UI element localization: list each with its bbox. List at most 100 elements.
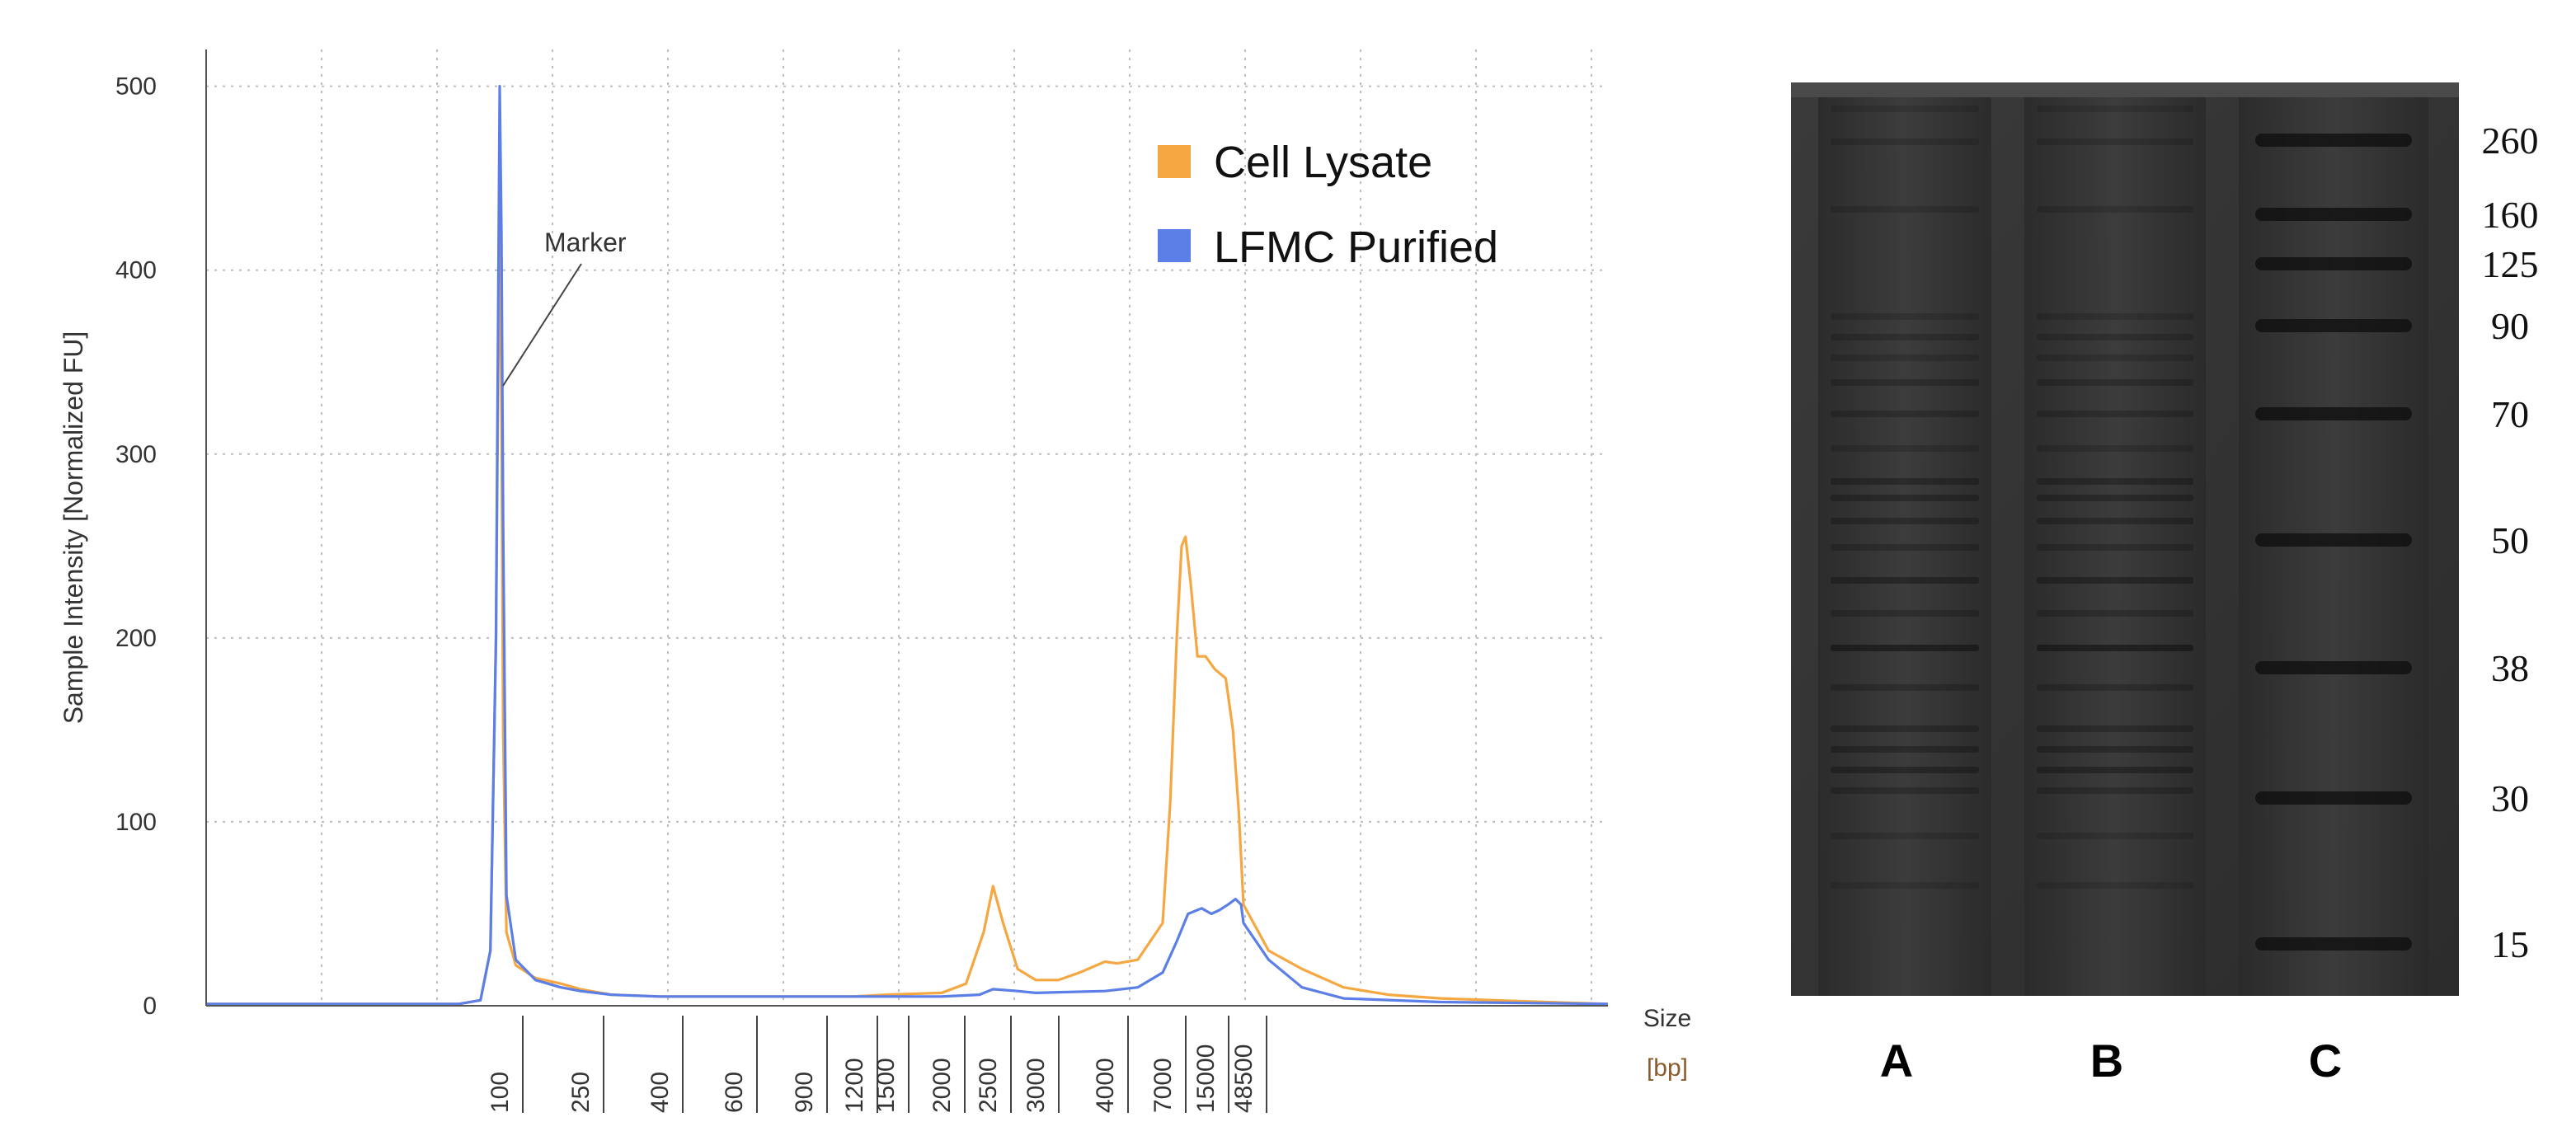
- gel-size-label-90: 90: [2491, 305, 2529, 347]
- ladder-band-260: [2255, 134, 2412, 147]
- x-tick-separators: [522, 1016, 1267, 1113]
- gel-size-label-160: 160: [2482, 194, 2539, 236]
- x-tick-label-1200: 1200: [841, 1058, 868, 1113]
- marker-annotation: Marker: [544, 228, 627, 257]
- gel-band: [1831, 610, 1979, 617]
- gel-band: [2037, 577, 2193, 584]
- gel-lanes: [1818, 97, 2428, 996]
- x-tick-label-2500: 2500: [975, 1058, 1002, 1113]
- gel-size-label-30: 30: [2491, 777, 2529, 819]
- gel-lane-B: [2024, 97, 2206, 996]
- legend-swatch-lfmc-purified: [1158, 229, 1191, 262]
- gel-size-label-125: 125: [2482, 243, 2539, 285]
- gel-band: [1831, 138, 1979, 145]
- gridlines: [206, 49, 1608, 1006]
- x-tick-labels: 100 250 400 600 900 1200 1500 2000 2500 3000 4000 7…: [487, 1044, 1257, 1113]
- legend-swatch-cell-lysate: [1158, 145, 1191, 178]
- series-line-cell-lysate: [206, 195, 1609, 1006]
- gel-band: [1831, 106, 1979, 112]
- gel-band: [1831, 334, 1979, 340]
- gel-band: [2037, 478, 2193, 485]
- y-tick-label-0: 0: [143, 993, 157, 1020]
- y-tick-label-100: 100: [115, 809, 157, 836]
- gel-band: [1831, 746, 1979, 753]
- gel-top-strip: [1791, 82, 2459, 97]
- gel-band: [2037, 334, 2193, 340]
- gel-band: [2037, 106, 2193, 112]
- series-layer: [206, 85, 1609, 1006]
- series-line-lfmc-purified: [206, 85, 1609, 1006]
- gel-image: 260 160 125 90 70 50 38 30 15 A B C: [1791, 82, 2539, 1087]
- gel-band: [1831, 645, 1979, 651]
- gel-size-label-38: 38: [2491, 647, 2529, 689]
- gel-band: [2037, 138, 2193, 145]
- x-tick-label-2000: 2000: [928, 1058, 956, 1113]
- gel-lane-label-A: A: [1880, 1035, 1913, 1087]
- gel-lane-label-C: C: [2309, 1035, 2342, 1087]
- gel-band: [1831, 313, 1979, 320]
- gel-band: [1831, 478, 1979, 485]
- y-axis-title: Sample Intensity [Normalized FU]: [59, 331, 88, 725]
- legend-label-cell-lysate: Cell Lysate: [1214, 138, 1432, 187]
- gel-band: [2037, 206, 2193, 213]
- gel-lane-A: [1818, 97, 1991, 996]
- gel-band: [2037, 610, 2193, 617]
- gel-band: [1831, 518, 1979, 524]
- gel-band: [2037, 495, 2193, 501]
- legend: Cell Lysate LFMC Purified: [1158, 138, 1498, 272]
- ladder-band-15: [2255, 937, 2412, 951]
- gel-band: [2037, 645, 2193, 651]
- gel-band: [1831, 787, 1979, 794]
- gel-band: [1831, 882, 1979, 889]
- gel-lane-labels: A B C: [1880, 1035, 2342, 1087]
- x-tick-label-250: 250: [567, 1072, 595, 1113]
- y-tick-label-400: 400: [115, 257, 157, 284]
- gel-band: [2037, 354, 2193, 361]
- gel-band: [1831, 544, 1979, 551]
- plot-area: [206, 49, 1608, 1006]
- gel-band: [2037, 767, 2193, 773]
- gel-lane-label-B: B: [2090, 1035, 2123, 1087]
- ladder-band-38: [2255, 661, 2412, 674]
- gel-band: [1831, 833, 1979, 839]
- gel-band: [1831, 725, 1979, 732]
- gel-size-label-70: 70: [2491, 393, 2529, 435]
- gel-band: [1831, 206, 1979, 213]
- ladder-band-50: [2255, 533, 2412, 547]
- gel-band: [1831, 684, 1979, 691]
- x-tick-label-4000: 4000: [1092, 1058, 1119, 1113]
- gel-band: [2037, 313, 2193, 320]
- gel-band: [2037, 725, 2193, 732]
- ladder-band-70: [2255, 407, 2412, 420]
- gel-band: [1831, 495, 1979, 501]
- y-tick-labels: 0 100 200 300 400 500: [115, 73, 157, 1020]
- ladder-band-90: [2255, 319, 2412, 332]
- x-tick-label-900: 900: [791, 1072, 818, 1113]
- y-tick-label-500: 500: [115, 73, 157, 101]
- x-tick-label-400: 400: [646, 1072, 674, 1113]
- gel-band: [1831, 767, 1979, 773]
- gel-size-label-260: 260: [2482, 120, 2539, 162]
- gel-size-label-50: 50: [2491, 519, 2529, 561]
- marker-annotation-leader: [502, 263, 582, 387]
- gel-band: [2037, 882, 2193, 889]
- gel-band: [2037, 544, 2193, 551]
- ladder-band-125: [2255, 257, 2412, 270]
- gel-size-label-15: 15: [2491, 923, 2529, 965]
- y-tick-label-200: 200: [115, 625, 157, 652]
- gel-band: [1831, 411, 1979, 417]
- gel-band: [2037, 411, 2193, 417]
- gel-size-labels: 260 160 125 90 70 50 38 30 15: [2482, 120, 2539, 965]
- x-axis-unit: [bp]: [1647, 1054, 1688, 1082]
- x-tick-label-3000: 3000: [1022, 1058, 1050, 1113]
- legend-label-lfmc-purified: LFMC Purified: [1214, 223, 1498, 272]
- gel-band: [1831, 354, 1979, 361]
- gel-band: [2037, 833, 2193, 839]
- gel-band: [2037, 445, 2193, 452]
- x-tick-label-48500: 48500: [1230, 1044, 1257, 1113]
- gel-band: [2037, 787, 2193, 794]
- x-tick-label-600: 600: [721, 1072, 748, 1113]
- gel-band: [2037, 518, 2193, 524]
